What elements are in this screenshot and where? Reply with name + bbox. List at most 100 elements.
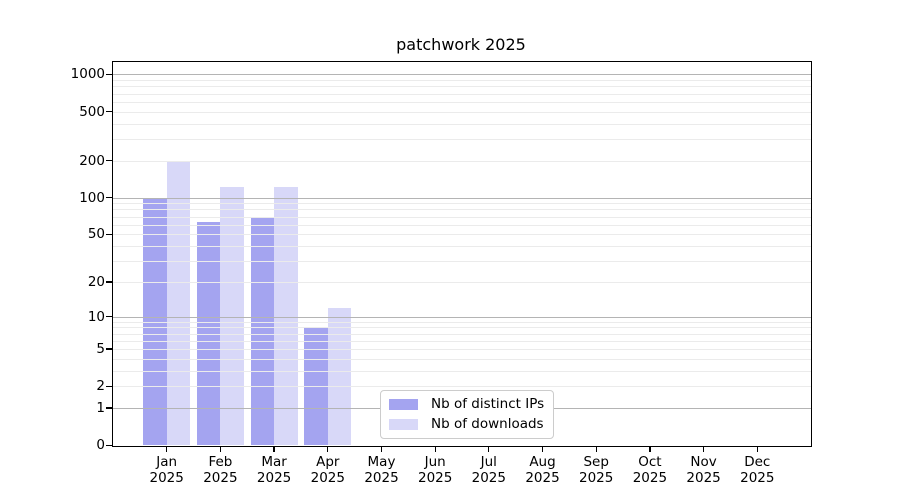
minor-gridline <box>113 138 811 140</box>
minor-gridline <box>113 261 811 262</box>
minor-gridline <box>113 370 811 372</box>
x-tick-year: 2025 <box>310 470 345 486</box>
bar-distinct-ips-mar <box>250 216 275 446</box>
x-tick-month: Mar <box>261 454 287 470</box>
x-tick-label: Sep 2025 <box>564 454 628 486</box>
x-tick-year: 2025 <box>525 470 560 486</box>
y-tick-label: 200 <box>79 152 105 169</box>
major-gridline <box>113 74 811 76</box>
minor-gridline <box>113 209 811 211</box>
x-tick-mark <box>434 446 436 452</box>
y-tick-mark <box>106 385 112 387</box>
x-tick-mark <box>702 446 705 452</box>
minor-gridline <box>113 86 811 88</box>
x-tick-mark <box>488 446 490 452</box>
x-tick-label: Jan 2025 <box>135 454 199 486</box>
minor-gridline <box>113 327 811 329</box>
bar-downloads-mar <box>274 187 298 446</box>
legend: Nb of distinct IPs Nb of downloads <box>380 390 555 439</box>
legend-swatch <box>389 419 418 430</box>
minor-gridline <box>113 93 811 95</box>
major-gridline <box>113 316 811 318</box>
x-tick-month: Dec <box>744 454 771 470</box>
x-tick-label: Jul 2025 <box>457 454 521 486</box>
y-tick-mark <box>106 159 112 162</box>
y-tick-label: 1 <box>96 400 105 417</box>
minor-gridline <box>113 101 811 103</box>
y-tick-label: 1000 <box>70 66 105 83</box>
legend-label: Nb of distinct IPs <box>431 396 545 412</box>
x-tick-label: Dec 2025 <box>725 454 789 486</box>
x-tick-month: Nov <box>690 454 717 470</box>
legend-item: Nb of downloads <box>389 417 544 432</box>
major-gridline <box>113 197 811 199</box>
x-tick-year: 2025 <box>579 470 614 486</box>
x-tick-label: Apr 2025 <box>296 454 360 486</box>
x-tick-mark <box>166 446 168 452</box>
minor-gridline <box>113 224 811 226</box>
chart-title: patchwork 2025 <box>396 35 526 54</box>
x-tick-month: Jul <box>480 454 497 470</box>
x-tick-label: Oct 2025 <box>618 454 682 486</box>
minor-gridline <box>113 349 811 351</box>
y-tick-mark <box>106 407 112 409</box>
y-tick-mark <box>106 348 112 350</box>
x-tick-year: 2025 <box>632 470 668 486</box>
x-tick-mark <box>327 446 329 452</box>
x-tick-year: 2025 <box>256 470 292 486</box>
x-tick-month: Feb <box>208 454 233 470</box>
minor-gridline <box>113 321 811 323</box>
y-tick-label: 10 <box>87 308 105 325</box>
y-tick-label: 500 <box>79 103 105 120</box>
x-tick-mark <box>756 446 758 452</box>
x-tick-year: 2025 <box>418 470 453 486</box>
minor-gridline <box>113 216 811 218</box>
y-tick-label: 100 <box>79 189 105 206</box>
x-tick-month: May <box>367 454 396 470</box>
bar-downloads-apr <box>327 307 352 446</box>
x-tick-year: 2025 <box>203 470 238 486</box>
y-tick-label: 2 <box>96 378 105 395</box>
y-tick-label: 0 <box>96 437 105 454</box>
y-tick-label: 5 <box>96 341 105 358</box>
x-tick-month: Jun <box>424 454 446 470</box>
legend-item: Nb of distinct IPs <box>389 397 544 412</box>
x-tick-mark <box>219 446 222 452</box>
y-tick-mark <box>106 281 112 283</box>
minor-gridline <box>113 80 811 82</box>
x-tick-month: Sep <box>583 454 609 470</box>
y-tick-mark <box>106 196 112 199</box>
x-tick-year: 2025 <box>686 470 721 486</box>
minor-gridline <box>113 246 811 247</box>
x-tick-mark <box>273 446 275 452</box>
minor-gridline <box>113 281 811 283</box>
y-tick-label: 20 <box>87 273 105 290</box>
x-tick-year: 2025 <box>740 470 775 486</box>
x-tick-year: 2025 <box>149 470 184 486</box>
bar-downloads-jan <box>166 162 191 446</box>
x-tick-year: 2025 <box>364 470 399 486</box>
x-tick-label: Nov 2025 <box>672 454 736 486</box>
y-tick-mark <box>106 233 112 235</box>
x-tick-mark <box>649 446 651 452</box>
x-tick-month: Jan <box>156 454 178 470</box>
minor-gridline <box>113 333 811 335</box>
x-tick-label: May 2025 <box>350 454 414 486</box>
x-tick-mark <box>541 446 544 452</box>
y-tick-label: 50 <box>87 226 105 243</box>
minor-gridline <box>113 123 811 125</box>
x-tick-month: Oct <box>638 454 662 470</box>
legend-swatch <box>389 399 418 410</box>
x-tick-label: Feb 2025 <box>188 454 252 486</box>
minor-gridline <box>113 234 811 236</box>
minor-gridline <box>113 160 811 162</box>
x-tick-label: Mar 2025 <box>242 454 306 486</box>
bar-downloads-feb <box>220 187 244 446</box>
x-tick-month: Aug <box>529 454 556 470</box>
minor-gridline <box>113 358 811 360</box>
x-tick-label: Aug 2025 <box>511 454 575 486</box>
y-tick-mark <box>106 73 112 76</box>
plot-area: 0 1 2 5 10 20 50 100 200 500 1000 Jan 2025 Feb 2025 Mar… <box>71 61 812 486</box>
legend-label: Nb of downloads <box>431 416 544 432</box>
minor-gridline <box>113 340 811 342</box>
